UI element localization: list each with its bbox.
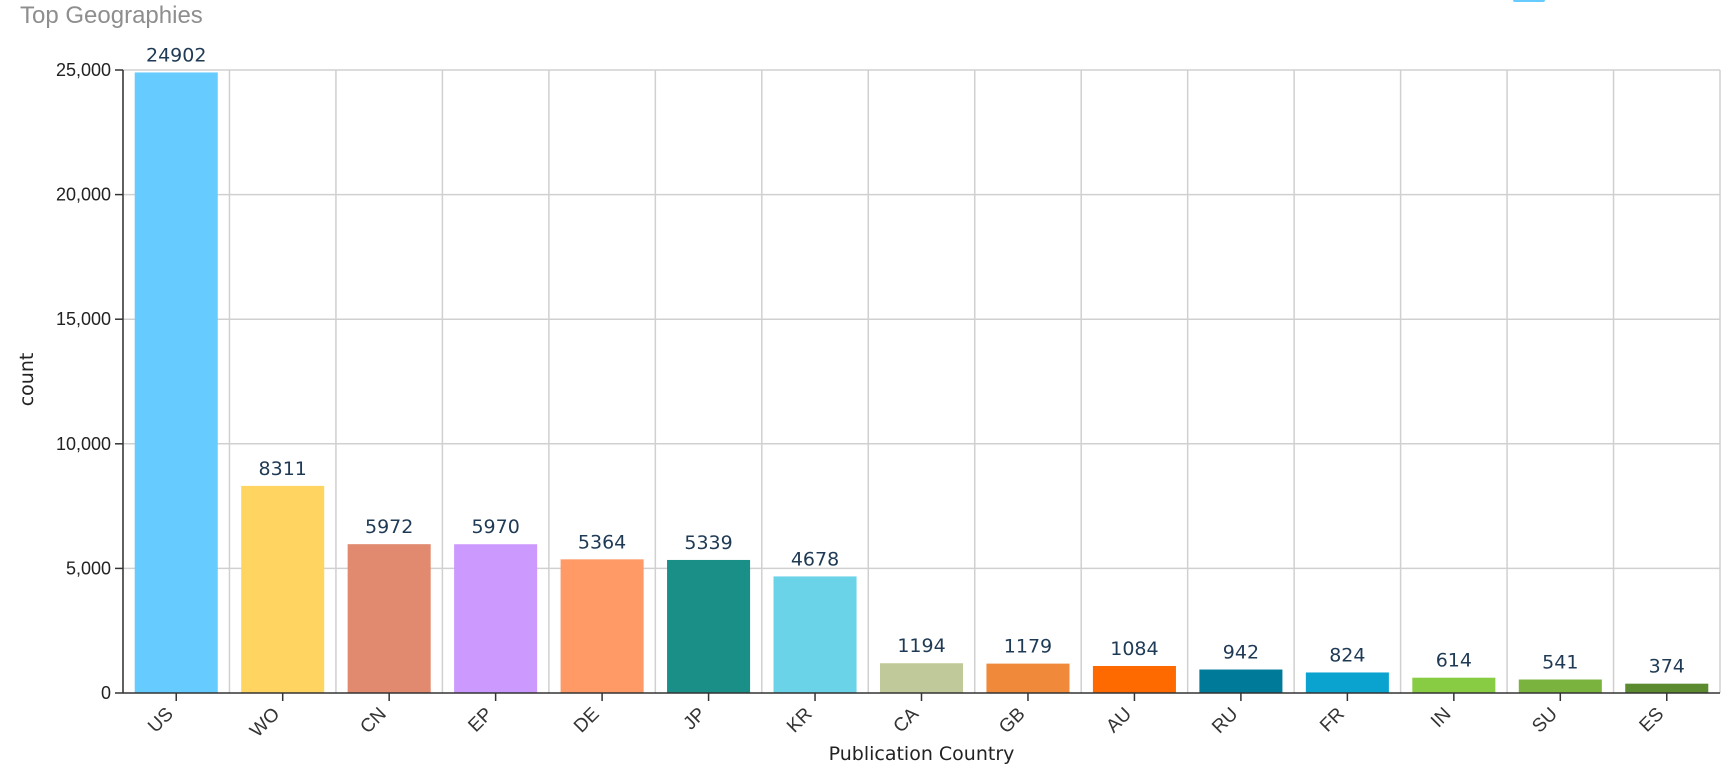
bar-us[interactable]: [134, 72, 218, 694]
bar-cn[interactable]: [347, 544, 431, 693]
data-label: 1194: [897, 635, 945, 657]
data-label: 5364: [578, 531, 626, 553]
x-tick-label: ES: [1636, 704, 1669, 737]
bar-kr[interactable]: [773, 576, 857, 693]
bar-su[interactable]: [1518, 679, 1602, 693]
data-label: 5970: [471, 516, 519, 538]
bar-ca[interactable]: [879, 663, 964, 693]
x-tick-label: CN: [356, 704, 390, 738]
bar-fr[interactable]: [1305, 672, 1389, 693]
bar-gb[interactable]: [986, 663, 1070, 693]
bar-in[interactable]: [1412, 677, 1496, 693]
grid-lines: [122, 69, 1721, 693]
axes: [115, 69, 1720, 701]
x-tick-label: JP: [680, 704, 711, 735]
data-label: 1084: [1110, 638, 1158, 660]
bar-au[interactable]: [1092, 665, 1176, 693]
x-tick-label: KR: [783, 704, 817, 738]
data-label: 24902: [146, 44, 206, 66]
chart-title: Top Geographies: [20, 2, 203, 29]
bar-es[interactable]: [1625, 683, 1709, 693]
data-label: 614: [1436, 650, 1472, 672]
data-label: 8311: [259, 458, 307, 480]
data-label: 942: [1223, 642, 1259, 664]
bar-de[interactable]: [560, 559, 644, 693]
y-tick-label: 5,000: [66, 558, 111, 578]
x-tick-label: EP: [464, 704, 497, 737]
x-tick-label: GB: [995, 704, 1029, 738]
x-axis-title: Publication Country: [829, 743, 1015, 765]
x-tick-label: AU: [1102, 704, 1136, 738]
y-tick-label: 10,000: [56, 434, 111, 454]
data-label: 5972: [365, 516, 413, 538]
data-label: 541: [1542, 652, 1578, 674]
y-axis-title: count: [16, 353, 38, 407]
bar-ru[interactable]: [1199, 669, 1283, 693]
data-label: 5339: [684, 532, 732, 554]
x-tick-label: RU: [1208, 704, 1242, 738]
y-tick-label: 20,000: [56, 185, 111, 205]
y-tick-label: 0: [101, 683, 111, 703]
x-tick-label: WO: [246, 704, 284, 742]
x-tick-label: CA: [890, 703, 924, 737]
x-tick-label: FR: [1316, 704, 1349, 737]
x-tick-label: IN: [1427, 704, 1455, 732]
data-label: 374: [1649, 656, 1685, 678]
data-label: 824: [1329, 644, 1365, 666]
data-label: 1179: [1004, 636, 1052, 658]
x-tick-label: DE: [570, 704, 604, 738]
legend-swatch[interactable]: [1513, 0, 1545, 2]
x-tick-label: SU: [1528, 704, 1562, 738]
x-tick-label: US: [144, 704, 178, 738]
bar-wo[interactable]: [241, 485, 325, 693]
bar-ep[interactable]: [454, 544, 538, 693]
bar-jp[interactable]: [667, 559, 751, 693]
bars: [134, 72, 1709, 694]
y-tick-label: 15,000: [56, 309, 111, 329]
data-label: 4678: [791, 548, 839, 570]
y-tick-label: 25,000: [56, 60, 111, 80]
